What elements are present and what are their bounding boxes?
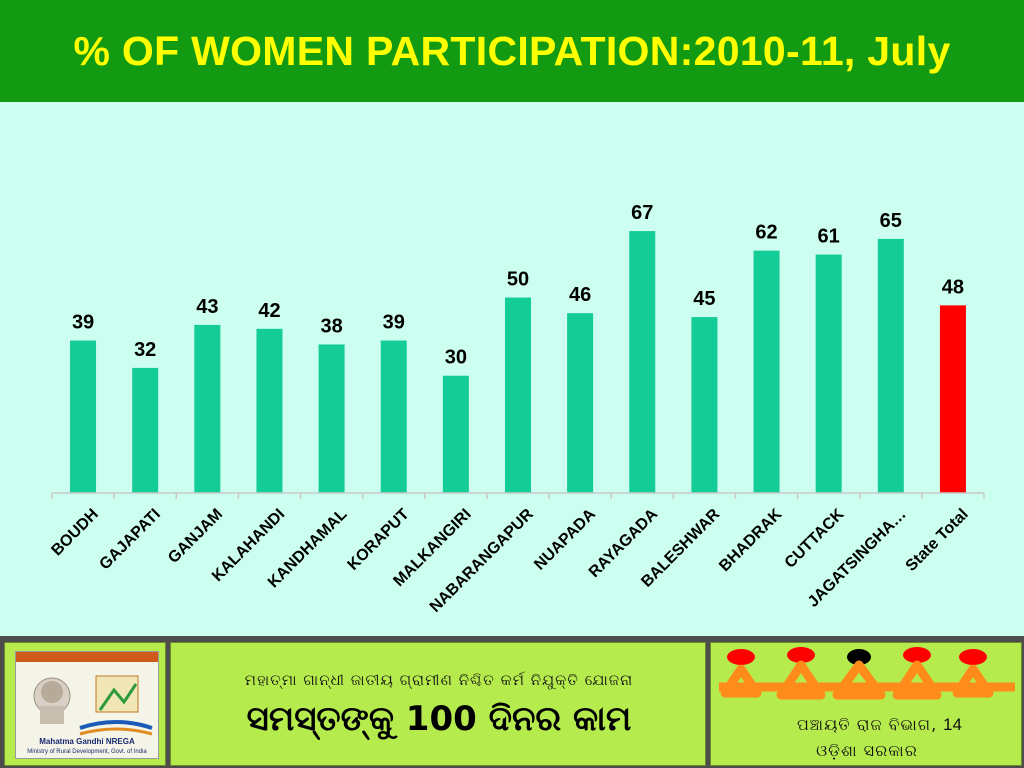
- bar: [815, 254, 842, 493]
- footer-logo-panel: Mahatma Gandhi NREGA Ministry of Rural D…: [4, 642, 166, 766]
- logo-figure: [832, 660, 886, 700]
- scheme-slogan: ସମସ୍ତଙ୍କୁ 100 ଦିନର କାମ: [246, 699, 632, 739]
- scheme-name: ମହାତ୍ମା ଗାନ୍ଧୀ ଜାତୀୟ ଗ୍ରାମୀଣ ନିଶ୍ଚିତ କର୍…: [244, 671, 634, 689]
- category-label: NUAPADA: [531, 505, 599, 573]
- bar: [939, 305, 966, 493]
- bar: [70, 340, 97, 493]
- category-label: NABARANGAPUR: [427, 505, 537, 615]
- logo-head: [847, 649, 871, 665]
- logo-figure: [952, 664, 994, 698]
- logo-figure: [720, 664, 762, 698]
- logo-head: [727, 649, 755, 665]
- category-label: KORAPUT: [345, 506, 413, 574]
- bar-value-label: 62: [755, 222, 777, 244]
- bar: [877, 238, 904, 493]
- bar-value-label: 42: [258, 300, 280, 322]
- bar: [256, 328, 283, 493]
- category-label: GANJAM: [165, 506, 226, 567]
- bar: [505, 297, 531, 493]
- logo-caption: Mahatma Gandhi NREGA: [39, 737, 135, 746]
- x-axis-ticks: [51, 493, 985, 499]
- bar: [753, 250, 780, 493]
- nrega-logo: Mahatma Gandhi NREGA Ministry of Rural D…: [15, 651, 159, 759]
- bar-group: [70, 231, 966, 493]
- page-number: 14: [943, 715, 962, 734]
- bar: [691, 317, 718, 493]
- bar-value-label: 43: [196, 296, 218, 318]
- bar: [380, 340, 407, 493]
- category-label: BOUDH: [48, 506, 102, 560]
- footer-text-panel: ମହାତ୍ମା ଗାନ୍ଧୀ ଜାତୀୟ ଗ୍ରାମୀଣ ନିଶ୍ଚିତ କର୍…: [170, 642, 706, 766]
- bar-value-label: 50: [507, 269, 529, 291]
- department-name: ପଞ୍ଚାୟତି ରାଜ ବିଭାଗ,: [796, 715, 938, 734]
- logo-figure: [892, 660, 942, 700]
- logo-header-bar: [16, 652, 158, 662]
- panchayati-raj-logo-icon: [719, 647, 1015, 700]
- category-label: CUTTACK: [782, 505, 848, 571]
- value-labels: 39 32 43 42 38 39 30 50 46 67 45 62 61 65 48: [72, 202, 964, 369]
- bar-value-label: 39: [72, 312, 94, 334]
- bar: [194, 324, 221, 493]
- footer-dept-panel: ପଞ୍ଚାୟତି ରାଜ ବିଭାଗ, 14 ଓଡ଼ିଶା ସରକାର: [710, 642, 1022, 766]
- gandhi-portrait-icon: [33, 675, 153, 736]
- bar: [442, 375, 469, 493]
- bar-value-label: 46: [569, 284, 591, 306]
- bar-value-label: 48: [942, 276, 964, 298]
- footer: Mahatma Gandhi NREGA Ministry of Rural D…: [0, 636, 1024, 768]
- bar: [132, 367, 159, 493]
- bar-value-label: 45: [693, 288, 715, 310]
- logo-head: [959, 649, 987, 665]
- page-title: % OF WOMEN PARTICIPATION:2010-11, July: [73, 27, 951, 74]
- bar-value-label: 38: [320, 315, 342, 337]
- bar-value-label: 67: [631, 202, 653, 224]
- bar-chart: 39 32 43 42 38 39 30 50 46 67 45 62 61 65 48 BOUDHGAJA…: [48, 202, 985, 616]
- title-bar: % OF WOMEN PARTICIPATION:2010-11, July: [0, 0, 1024, 102]
- bar: [629, 231, 656, 493]
- category-label: BHADRAK: [716, 505, 786, 575]
- bar-value-label: 39: [383, 312, 405, 334]
- logo-head: [903, 647, 931, 663]
- bar-value-label: 32: [134, 339, 156, 361]
- bar: [567, 313, 594, 493]
- bar-value-label: 65: [880, 210, 902, 232]
- bar: [318, 344, 345, 493]
- category-label: GAJAPATI: [96, 506, 164, 574]
- logo-subcaption: Ministry of Rural Development, Govt. of …: [27, 749, 147, 755]
- category-label: State Total: [903, 506, 972, 575]
- logo-head: [787, 647, 815, 663]
- government-name: ଓଡ଼ିଶା ସରକାର: [816, 741, 918, 760]
- bar-value-label: 61: [818, 226, 840, 248]
- logo-figure: [776, 660, 826, 700]
- bar-value-label: 30: [445, 347, 467, 369]
